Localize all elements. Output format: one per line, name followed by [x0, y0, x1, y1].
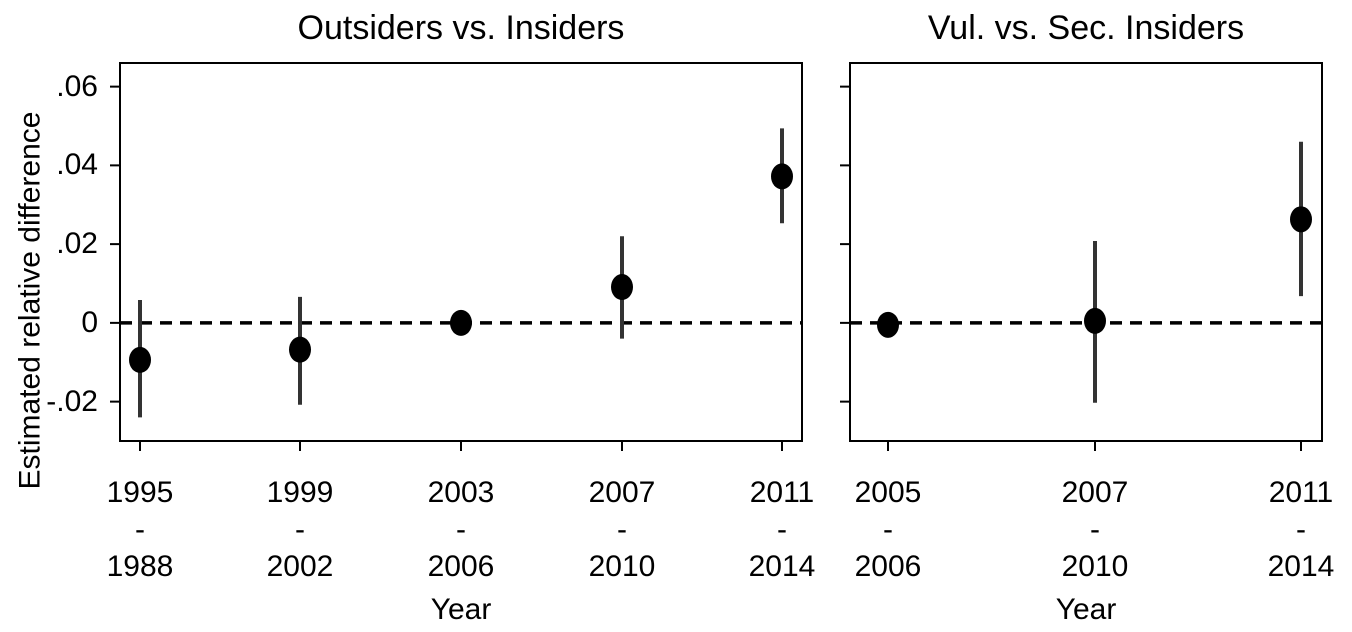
- x-tick-label: 2003 - 2006: [427, 476, 495, 583]
- point: [611, 274, 633, 301]
- x-axis-title: Year: [1055, 593, 1117, 626]
- panel-title: Outsiders vs. Insiders: [297, 9, 625, 47]
- x-tick-label: 2011 - 2014: [1267, 476, 1335, 583]
- point: [771, 163, 793, 190]
- y-tick-label: .02: [56, 227, 98, 261]
- y-tick-label: .06: [56, 69, 98, 103]
- point: [1290, 206, 1312, 233]
- x-tick-label: 2007 - 2010: [1061, 476, 1129, 583]
- x-tick-label: 1999 - 2002: [266, 476, 334, 583]
- x-axis-title: Year: [430, 593, 492, 626]
- plot-frame: [849, 62, 1323, 442]
- point: [129, 346, 151, 373]
- x-tick-label: 2011 - 2014: [748, 476, 816, 583]
- y-tick-label: -.02: [46, 384, 98, 418]
- x-tick-label: 2005 - 2006: [854, 476, 922, 583]
- point: [450, 309, 472, 336]
- x-tick-label: 2007 - 2010: [588, 476, 656, 583]
- panel-title: Vul. vs. Sec. Insiders: [927, 9, 1245, 47]
- point: [289, 336, 311, 363]
- y-tick-label: .04: [56, 148, 98, 182]
- y-tick-label: 0: [81, 305, 98, 339]
- x-tick-label: 1995 - 1988: [106, 476, 174, 583]
- point: [877, 311, 899, 338]
- y-axis-title: Estimated relative difference: [13, 111, 47, 490]
- point: [1084, 307, 1106, 334]
- plot-frame: [119, 62, 803, 442]
